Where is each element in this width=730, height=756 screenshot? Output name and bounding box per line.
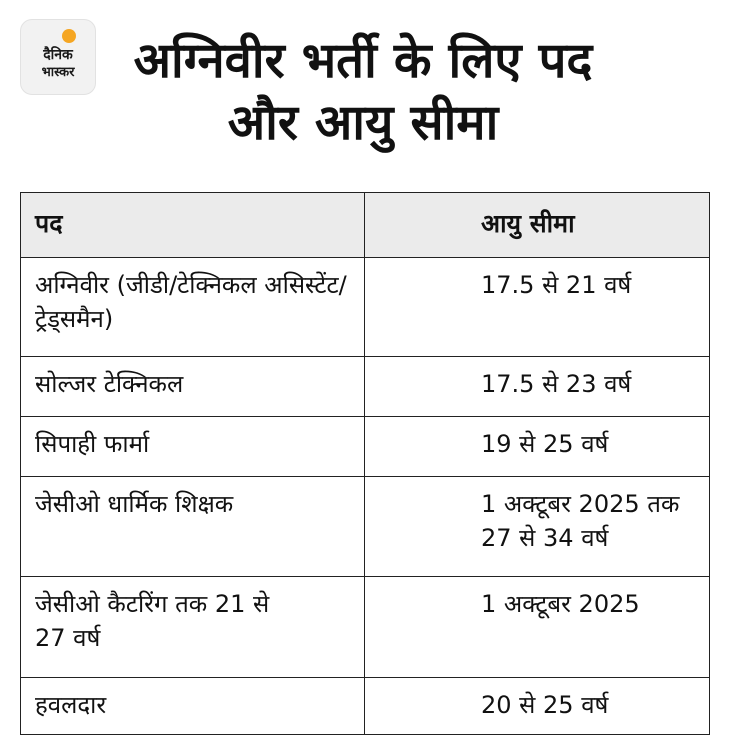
cell-post: अग्निवीर (जीडी/टेक्निकल असिस्टेंट/ट्रेड्… (35, 271, 347, 333)
column-divider (364, 193, 365, 734)
logo-text-line1: दैनिक (43, 47, 73, 63)
table-row: सिपाही फार्मा 19 से 25 वर्ष (21, 416, 709, 476)
cell-post: सिपाही फार्मा (35, 430, 150, 458)
table-row: जेसीओ धार्मिक शिक्षक 1 अक्टूबर 2025 तक 2… (21, 476, 709, 576)
cell-age: 20 से 25 वर्ष (481, 691, 609, 719)
cell-post: सोल्जर टेक्निकल (35, 370, 184, 398)
table-row: सोल्जर टेक्निकल 17.5 से 23 वर्ष (21, 356, 709, 416)
cell-age: 19 से 25 वर्ष (481, 430, 609, 458)
header-post: पद (35, 209, 63, 238)
table-header: पद आयु सीमा (21, 193, 709, 257)
page-title: अग्निवीर भर्ती के लिए पद और आयु सीमा (133, 32, 593, 151)
logo-text-line2: भास्कर (41, 65, 75, 80)
cell-post: जेसीओ कैटरिंग तक 21 से 27 वर्ष (35, 590, 270, 652)
table-row: जेसीओ कैटरिंग तक 21 से 27 वर्ष 1 अक्टूबर… (21, 576, 709, 677)
header-age-limit: आयु सीमा (481, 209, 575, 238)
cell-age: 17.5 से 23 वर्ष (481, 370, 632, 398)
sun-icon (62, 29, 76, 43)
post-age-table: पद आयु सीमा अग्निवीर (जीडी/टेक्निकल असिस… (20, 192, 710, 735)
cell-post: जेसीओ धार्मिक शिक्षक (35, 490, 234, 518)
dainik-bhaskar-logo: दैनिक भास्कर (20, 19, 96, 95)
cell-age: 1 अक्टूबर 2025 तक 27 से 34 वर्ष (481, 490, 680, 552)
cell-age: 1 अक्टूबर 2025 (481, 590, 640, 618)
cell-post: हवलदार (35, 691, 107, 719)
table-row: अग्निवीर (जीडी/टेक्निकल असिस्टेंट/ट्रेड्… (21, 257, 709, 356)
table-row: हवलदार 20 से 25 वर्ष (21, 677, 709, 734)
cell-age: 17.5 से 21 वर्ष (481, 271, 632, 299)
